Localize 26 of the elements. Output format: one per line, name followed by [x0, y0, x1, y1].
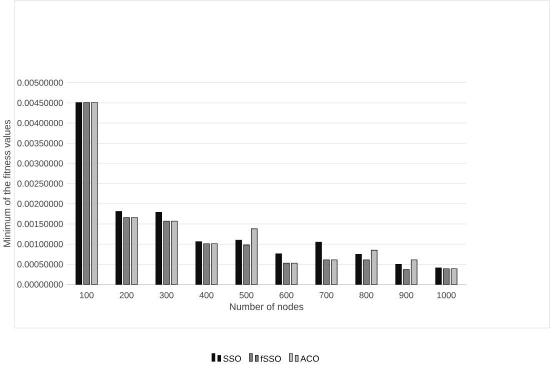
x-tick-label: 500: [240, 292, 254, 298]
y-tick-label: 0.00150000: [17, 220, 63, 228]
x-axis-title: Number of nodes: [230, 302, 304, 310]
x-tick-label: 700: [320, 292, 334, 298]
legend-label: SSO: [223, 356, 241, 362]
y-tick-label: 0.00400000: [17, 120, 63, 126]
y-tick-label: 0.00250000: [17, 180, 63, 187]
y-tick-label: 0.00300000: [17, 160, 63, 166]
y-tick-label: 0.00050000: [17, 261, 63, 268]
y-tick-label: 0.00450000: [17, 100, 63, 106]
x-tick-label: 100: [80, 292, 94, 298]
x-tick-label: 900: [399, 292, 414, 298]
y-tick-label: 0.00500000: [17, 80, 63, 86]
x-tick-label: 300: [160, 292, 174, 298]
y-tick-label: 0.00100000: [17, 241, 63, 248]
x-tick-label: 600: [280, 292, 294, 298]
y-tick-label: 0.00000000: [17, 281, 63, 288]
legend-label: ACO: [300, 356, 319, 362]
y-tick-label: 0.00200000: [17, 200, 63, 207]
y-tick-label: 0.00350000: [17, 140, 63, 146]
x-tick-label: 1000: [437, 292, 456, 298]
legend-label: fSSO: [260, 355, 281, 362]
x-tick-label: 800: [359, 292, 374, 298]
x-tick-label: 200: [120, 292, 134, 298]
x-tick-label: 400: [199, 292, 214, 298]
y-axis-title: Minimum of the fitness values: [3, 120, 10, 247]
